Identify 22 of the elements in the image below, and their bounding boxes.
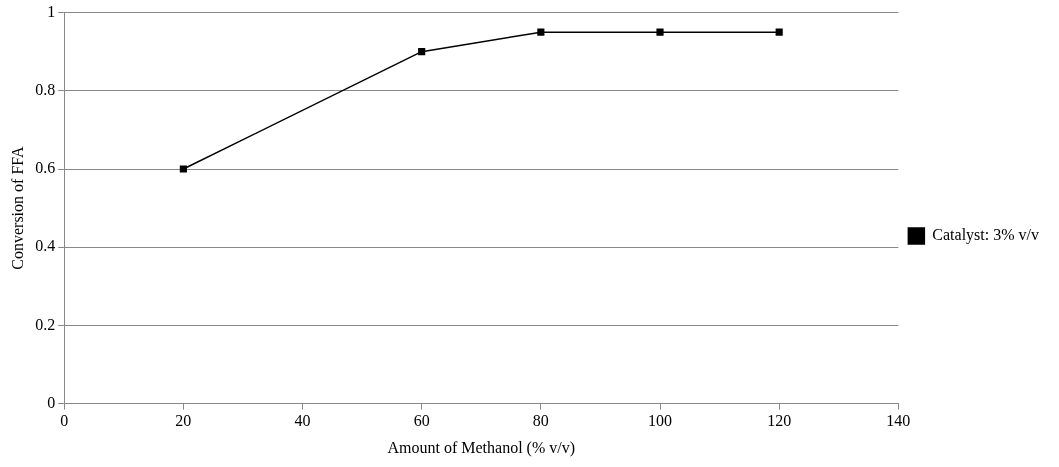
x-tick-label: 80 xyxy=(532,412,549,430)
x-tick-label: 120 xyxy=(767,412,792,430)
x-axis-title: Amount of Methanol (% v/v) xyxy=(387,438,576,457)
point xyxy=(537,28,545,36)
x-tick-label: 140 xyxy=(886,412,911,430)
point xyxy=(418,48,426,56)
y-tick-label: 0 xyxy=(47,393,56,411)
x-tick-label: 20 xyxy=(175,412,192,430)
x-tick-label: 100 xyxy=(648,412,673,430)
x-tick-label: 0 xyxy=(60,412,69,430)
point xyxy=(656,28,664,36)
x-tick-label: 60 xyxy=(413,412,430,430)
point xyxy=(179,165,187,173)
x-tick-label: 40 xyxy=(294,412,311,430)
y-axis-title: Conversion of FFA xyxy=(8,146,26,270)
y-tick-label: 0.2 xyxy=(35,315,56,333)
point xyxy=(775,28,783,36)
y-tick-label: 0.6 xyxy=(35,159,56,177)
y-tick-label: 1 xyxy=(47,2,56,20)
y-tick-label: 0.4 xyxy=(35,237,56,255)
y-tick-label: 0.8 xyxy=(35,81,56,98)
legend-label: Catalyst: 3% v/v xyxy=(932,226,1039,245)
